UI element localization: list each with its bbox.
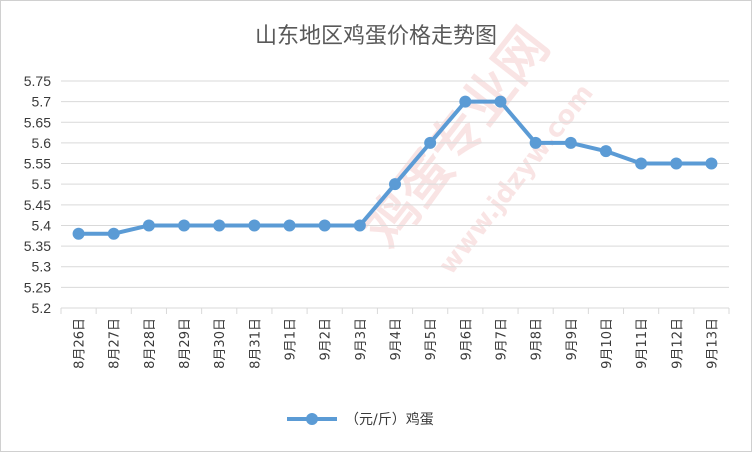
data-point: [178, 219, 191, 232]
x-tick-label: 9月3日: [354, 318, 369, 361]
x-tick-label: 8月29日: [178, 318, 193, 369]
x-tick-label: 9月2日: [319, 318, 334, 361]
x-tick-label: 8月26日: [73, 318, 88, 369]
y-tick-label: 5.75: [24, 73, 51, 89]
y-tick-label: 5.3: [32, 259, 52, 275]
y-tick-label: 5.25: [24, 279, 51, 295]
data-point: [459, 95, 472, 108]
series-layer: [72, 95, 718, 240]
x-tick-label: 9月5日: [424, 318, 439, 361]
data-point: [705, 157, 718, 170]
legend-series-label: （元/斤）鸡蛋: [345, 411, 434, 428]
x-tick-label: 9月1日: [284, 318, 299, 361]
legend-marker-swatch: [306, 413, 318, 425]
data-point: [142, 219, 155, 232]
data-point: [318, 219, 331, 232]
y-tick-label: 5.55: [24, 156, 51, 172]
y-tick-label: 5.35: [24, 238, 51, 254]
y-axis-ticks: 5.2 5.25 5.3 5.35 5.4 5.45 5.5 5.55 5.6 5.65 5.7 5.…: [24, 73, 51, 316]
y-tick-label: 5.2: [32, 300, 52, 316]
data-point: [670, 157, 683, 170]
x-tick-label: 8月28日: [143, 318, 158, 369]
x-tick-label: 8月30日: [213, 318, 228, 369]
legend: （元/斤）鸡蛋: [287, 411, 434, 428]
x-tick-label: 9月12日: [670, 318, 685, 369]
data-point: [635, 157, 648, 170]
data-point: [529, 136, 542, 149]
watermark: 鸡蛋专业网 www.jdzyw.com: [354, 17, 600, 280]
data-point: [389, 178, 401, 191]
data-point: [107, 227, 120, 240]
data-point: [599, 145, 612, 158]
y-tick-label: 5.7: [32, 94, 52, 110]
x-tick-label: 9月8日: [530, 318, 545, 361]
y-tick-label: 5.4: [32, 217, 52, 233]
x-axis-ticks: 8月26日 8月27日 8月28日 8月29日 8月30日 8月31日 9月1日 9月2日 9月…: [60, 308, 730, 369]
data-point: [213, 219, 226, 232]
data-point: [564, 136, 577, 149]
data-point: [248, 219, 261, 232]
y-tick-label: 5.5: [32, 176, 52, 192]
data-point: [494, 95, 507, 108]
data-point: [72, 227, 85, 240]
y-tick-label: 5.65: [24, 114, 51, 130]
data-point: [424, 136, 437, 149]
y-tick-label: 5.45: [24, 197, 51, 213]
x-tick-label: 9月11日: [635, 318, 650, 369]
data-point: [283, 219, 296, 232]
x-tick-label: 9月13日: [705, 318, 720, 369]
x-tick-label: 8月31日: [248, 318, 263, 369]
x-tick-label: 8月27日: [108, 318, 123, 369]
y-tick-label: 5.6: [32, 135, 52, 151]
x-tick-label: 9月10日: [600, 318, 615, 369]
x-tick-label: 9月7日: [494, 318, 509, 361]
x-tick-label: 9月9日: [565, 318, 580, 361]
chart-title: 山东地区鸡蛋价格走势图: [255, 24, 497, 49]
x-tick-label: 9月4日: [389, 318, 404, 361]
data-point: [353, 219, 366, 232]
x-tick-label: 9月6日: [459, 318, 474, 361]
